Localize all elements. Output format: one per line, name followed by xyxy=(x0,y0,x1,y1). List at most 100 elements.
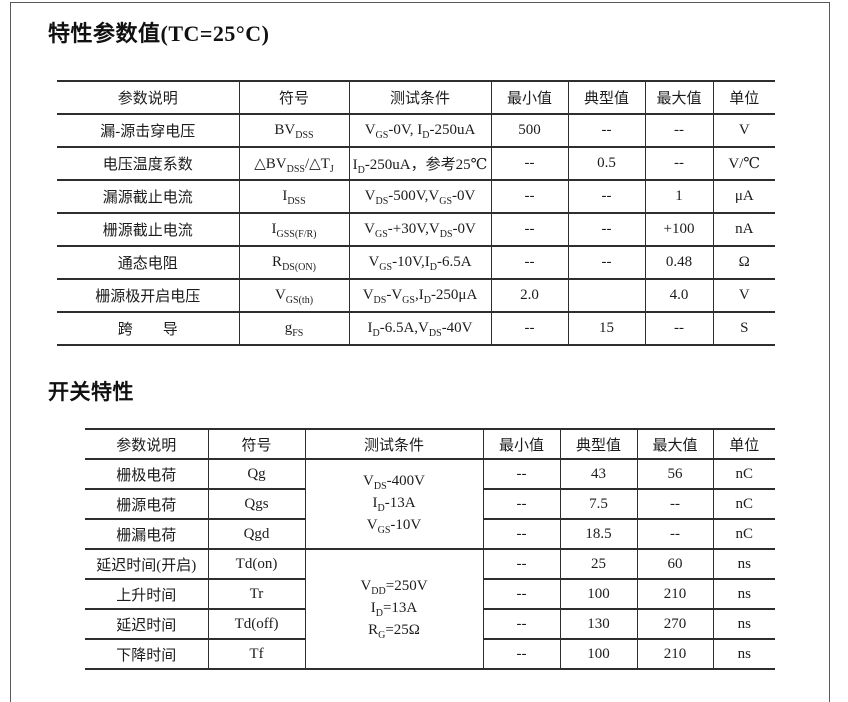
cell-typ: 15 xyxy=(567,311,646,346)
cell-param: 通态电阻 xyxy=(57,245,240,280)
cell-symbol: Qg xyxy=(207,458,306,490)
cell-param: 栅源截止电流 xyxy=(57,212,240,247)
col-header-max: 最大值 xyxy=(636,428,714,460)
col-header-min: 最小值 xyxy=(490,80,569,115)
cell-condition: ID-6.5A,VDS-40V xyxy=(348,311,492,346)
table-row: 栅漏电荷 Qgd -- 18.5 -- nC xyxy=(85,518,775,550)
col-header-symbol: 符号 xyxy=(238,80,350,115)
cell-max: 270 xyxy=(636,608,714,640)
cell-param: 栅极电荷 xyxy=(85,458,209,490)
cell-symbol: △BVDSS/△TJ xyxy=(238,146,350,181)
cell-param: 栅源电荷 xyxy=(85,488,209,520)
cell-condition: VGS-10V,ID-6.5A xyxy=(348,245,492,280)
table-row: 通态电阻 RDS(ON) VGS-10V,ID-6.5A -- -- 0.48 … xyxy=(57,245,775,280)
cell-symbol: Td(off) xyxy=(207,608,306,640)
col-header-symbol: 符号 xyxy=(207,428,306,460)
cell-max: -- xyxy=(636,518,714,550)
cell-typ: -- xyxy=(567,212,646,247)
cell-param: 漏-源击穿电压 xyxy=(57,113,240,148)
table-row: 延迟时间(开启) Td(on) VDD=250V ID=13A RG=25Ω -… xyxy=(85,548,775,670)
switching-table: 参数说明 符号 测试条件 最小值 典型值 最大值 单位 栅极电荷 Qg VDS-… xyxy=(85,428,775,670)
cell-condition: VDS-500V,VGS-0V xyxy=(348,179,492,214)
table-row: 栅源极开启电压 VGS(th) VDS-VGS,ID-250μA 2.0 4.0… xyxy=(57,278,775,313)
cell-max: -- xyxy=(644,113,714,148)
table-row: 栅源电荷 Qgs -- 7.5 -- nC xyxy=(85,488,775,520)
cell-typ: 43 xyxy=(559,458,638,490)
cell-symbol: IDSS xyxy=(238,179,350,214)
table-header-row: 参数说明 符号 测试条件 最小值 典型值 最大值 单位 xyxy=(57,80,775,115)
cell-condition: ID-250uA，参考25℃ xyxy=(348,146,492,181)
cell-typ: -- xyxy=(567,113,646,148)
cell-unit: ns xyxy=(712,608,775,640)
cell-max: -- xyxy=(644,311,714,346)
col-header-condition: 测试条件 xyxy=(304,428,484,460)
cell-min: -- xyxy=(490,311,569,346)
col-header-typ: 典型值 xyxy=(559,428,638,460)
cell-symbol: VGS(th) xyxy=(238,278,350,313)
col-header-min: 最小值 xyxy=(482,428,561,460)
cell-min: 500 xyxy=(490,113,569,148)
cell-typ: 0.5 xyxy=(567,146,646,181)
cell-typ: -- xyxy=(567,179,646,214)
cell-min: 2.0 xyxy=(490,278,569,313)
cell-condition: VGS-0V, ID-250uA xyxy=(348,113,492,148)
cell-param: 延迟时间(开启) xyxy=(85,548,209,580)
cell-max: 210 xyxy=(636,578,714,610)
col-header-unit: 单位 xyxy=(712,428,775,460)
cell-unit: nA xyxy=(712,212,775,247)
cell-condition: VGS-+30V,VDS-0V xyxy=(348,212,492,247)
table-row: 栅源截止电流 IGSS(F/R) VGS-+30V,VDS-0V -- -- +… xyxy=(57,212,775,247)
cell-param: 电压温度系数 xyxy=(57,146,240,181)
cell-symbol: IGSS(F/R) xyxy=(238,212,350,247)
cell-typ: 18.5 xyxy=(559,518,638,550)
cell-unit: S xyxy=(712,311,775,346)
table-row: 栅极电荷 Qg VDS-400V ID-13A VGS-10V -- 43 56… xyxy=(85,458,775,550)
cell-unit: V xyxy=(712,113,775,148)
cell-param: 栅漏电荷 xyxy=(85,518,209,550)
cell-param: 上升时间 xyxy=(85,578,209,610)
cell-max: +100 xyxy=(644,212,714,247)
cell-max: -- xyxy=(636,488,714,520)
cell-max: 60 xyxy=(636,548,714,580)
cell-typ: 100 xyxy=(559,638,638,670)
cell-unit: ns xyxy=(712,638,775,670)
section-title-switching: 开关特性 xyxy=(48,380,134,404)
cell-min: -- xyxy=(482,548,561,580)
cell-condition-charge-group: VDS-400V ID-13A VGS-10V xyxy=(304,458,484,550)
table-row: 漏-源击穿电压 BVDSS VGS-0V, ID-250uA 500 -- --… xyxy=(57,113,775,148)
table-row: 电压温度系数 △BVDSS/△TJ ID-250uA，参考25℃ -- 0.5 … xyxy=(57,146,775,181)
cell-typ: -- xyxy=(567,245,646,280)
table-row: 上升时间 Tr -- 100 210 ns xyxy=(85,578,775,610)
cell-max: 4.0 xyxy=(644,278,714,313)
col-header-param: 参数说明 xyxy=(57,80,240,115)
cell-symbol: Qgs xyxy=(207,488,306,520)
characteristics-table: 参数说明 符号 测试条件 最小值 典型值 最大值 单位 漏-源击穿电压 BVDS… xyxy=(57,80,775,346)
cell-min: -- xyxy=(490,245,569,280)
cell-condition: VDS-VGS,ID-250μA xyxy=(348,278,492,313)
cell-min: -- xyxy=(482,488,561,520)
cell-unit: ns xyxy=(712,578,775,610)
cell-param: 栅源极开启电压 xyxy=(57,278,240,313)
col-header-typ: 典型值 xyxy=(567,80,646,115)
cell-condition-switching-group: VDD=250V ID=13A RG=25Ω xyxy=(304,548,484,670)
cell-param: 漏源截止电流 xyxy=(57,179,240,214)
cell-min: -- xyxy=(482,578,561,610)
table-row: 跨 导 gFS ID-6.5A,VDS-40V -- 15 -- S xyxy=(57,311,775,346)
cell-param: 下降时间 xyxy=(85,638,209,670)
cell-symbol: Td(on) xyxy=(207,548,306,580)
cell-typ: 7.5 xyxy=(559,488,638,520)
col-header-unit: 单位 xyxy=(712,80,775,115)
cell-unit: nC xyxy=(712,458,775,490)
section-title-characteristics: 特性参数值(TC=25°C) xyxy=(48,21,270,46)
cell-min: -- xyxy=(482,458,561,490)
cell-max: 210 xyxy=(636,638,714,670)
cell-unit: Ω xyxy=(712,245,775,280)
cell-unit: μA xyxy=(712,179,775,214)
cell-typ: 100 xyxy=(559,578,638,610)
cell-min: -- xyxy=(482,608,561,640)
cell-min: -- xyxy=(490,179,569,214)
cell-param: 延迟时间 xyxy=(85,608,209,640)
cell-symbol: BVDSS xyxy=(238,113,350,148)
cell-min: -- xyxy=(490,146,569,181)
cell-symbol: RDS(ON) xyxy=(238,245,350,280)
